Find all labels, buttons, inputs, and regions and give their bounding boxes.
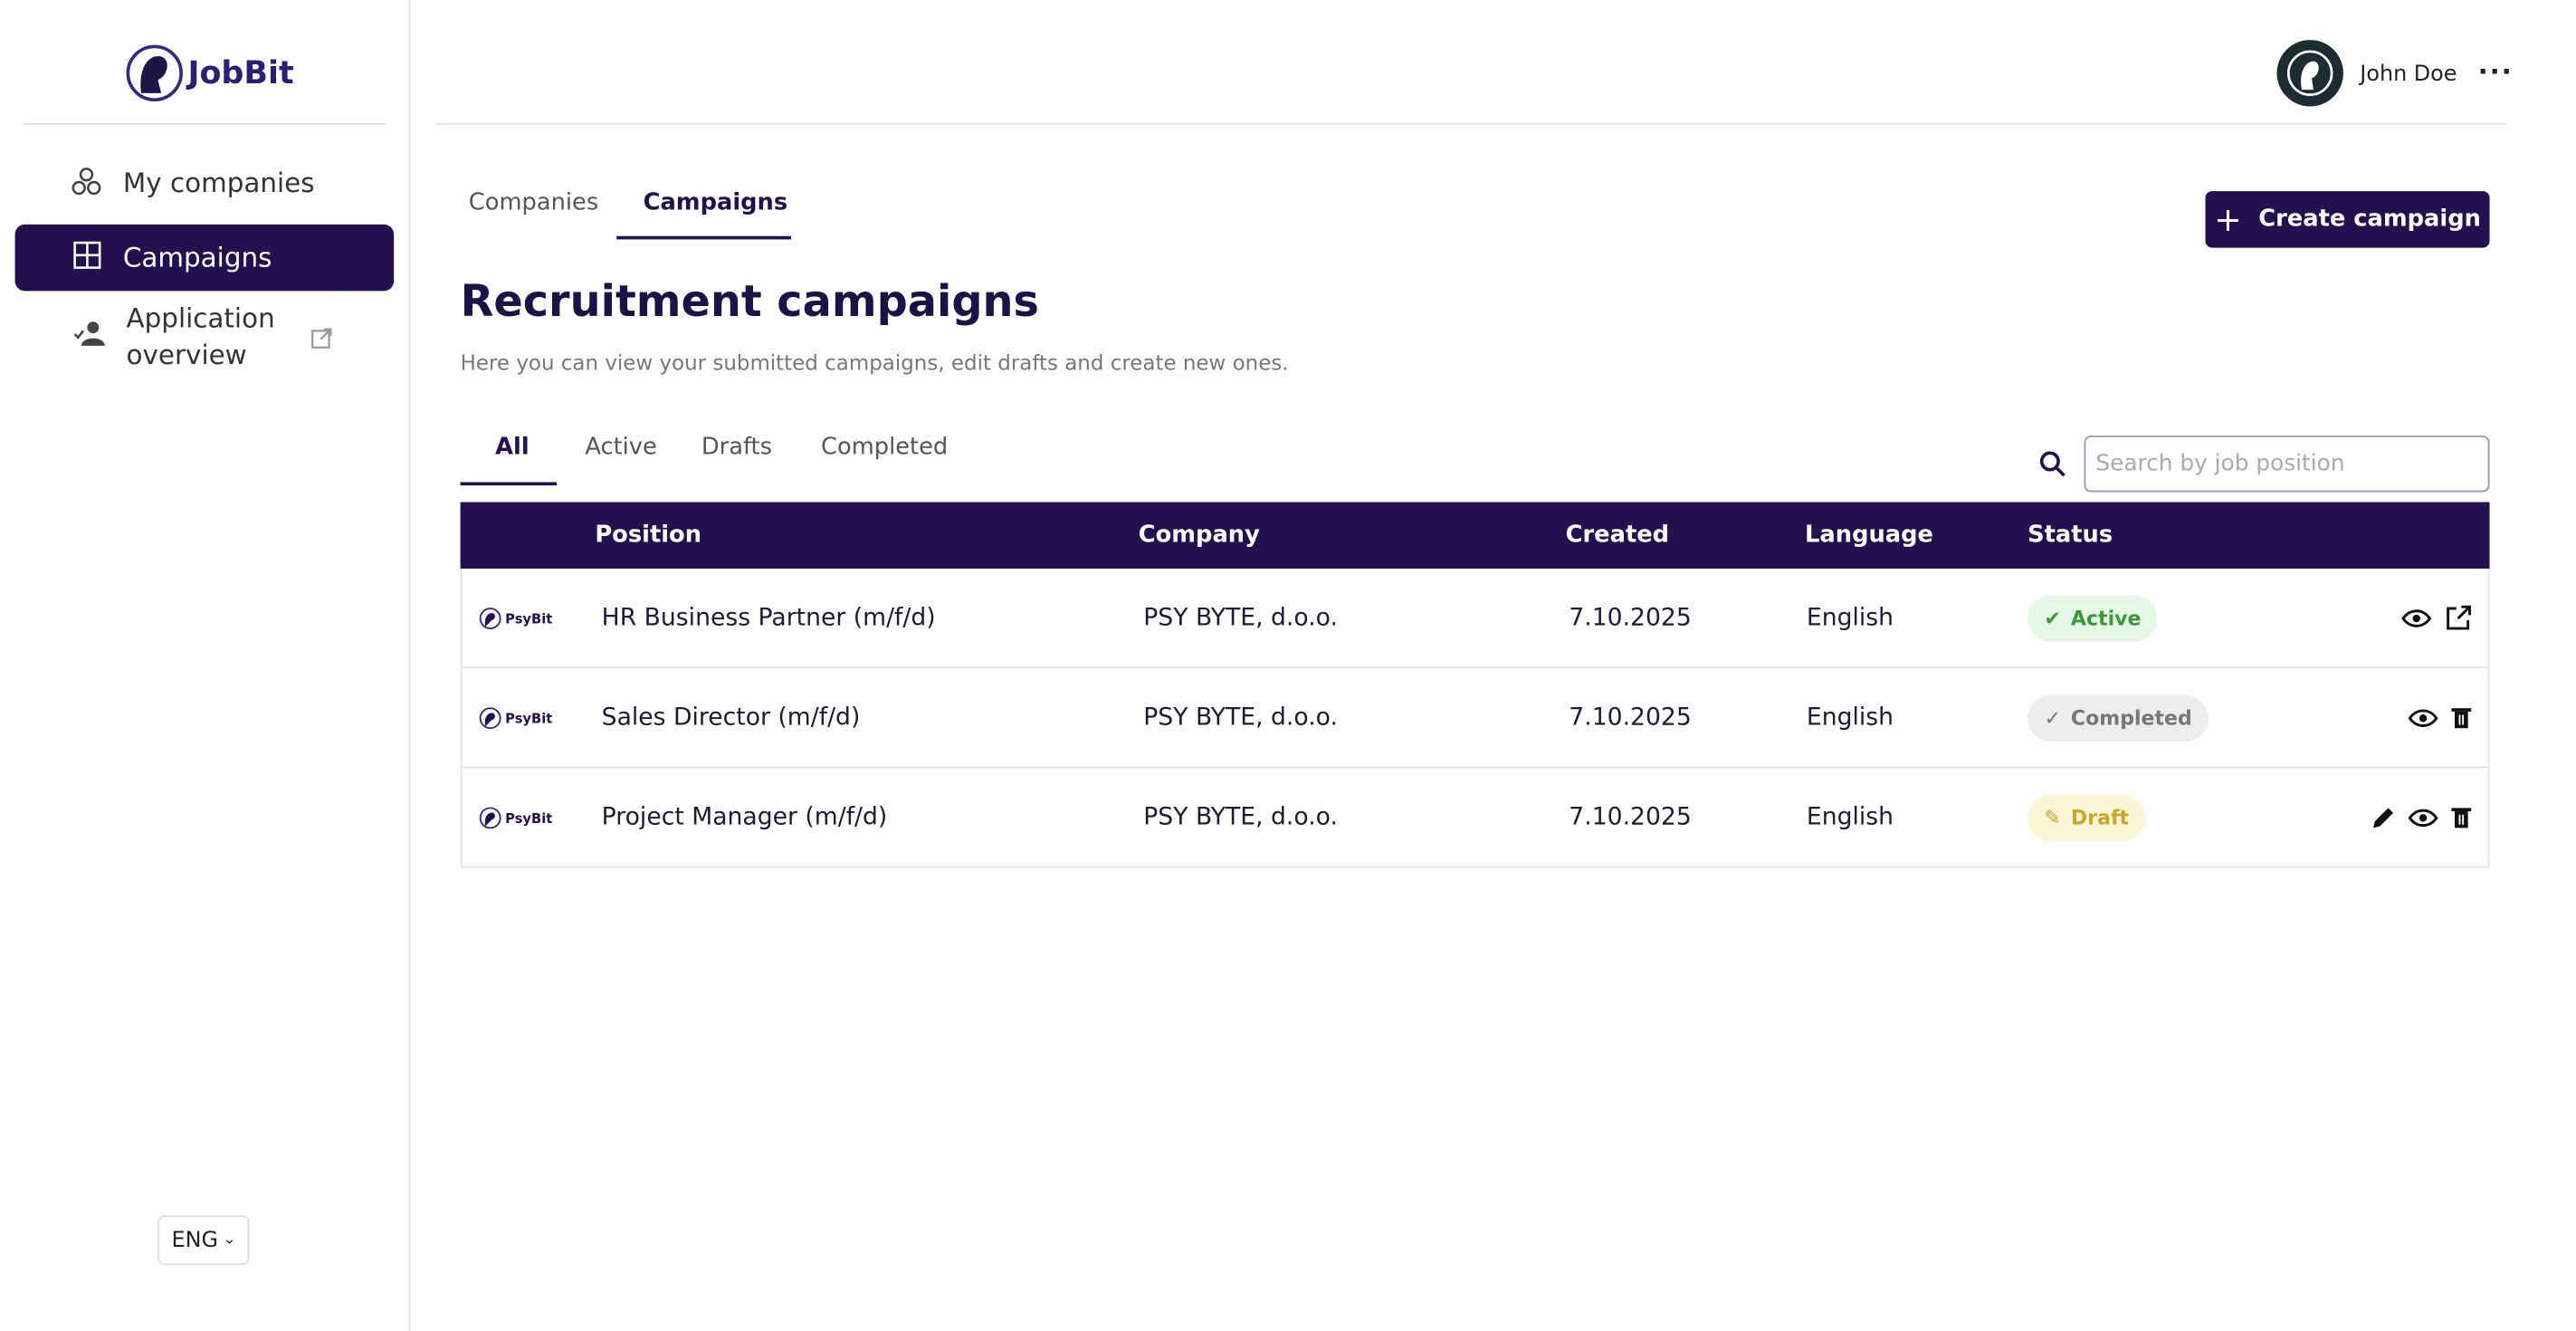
company-logo: PsyBit — [479, 807, 552, 830]
create-label: Create campaign — [2258, 206, 2481, 234]
filter[interactable]: Active — [585, 434, 657, 461]
filter[interactable]: Completed — [821, 434, 949, 461]
filter-active[interactable]: All — [495, 434, 530, 461]
view-icon[interactable] — [2408, 708, 2438, 728]
column-header: Position — [595, 522, 702, 549]
status-icon: ✎ — [2044, 806, 2061, 830]
company: PSY BYTE, d.o.o. — [1143, 804, 1338, 832]
language-label: ENG — [171, 1227, 218, 1253]
logo-text: PsyBit — [505, 810, 553, 826]
nav-item[interactable]: My companies — [122, 167, 315, 199]
column-header: Status — [2027, 522, 2113, 549]
nav-item[interactable]: Campaigns — [122, 242, 272, 274]
status-icon: ✓ — [2044, 706, 2061, 731]
tab[interactable]: Companies — [468, 189, 599, 216]
position: HR Business Partner (m/f/d) — [601, 605, 936, 632]
filter[interactable]: Drafts — [701, 434, 773, 461]
logo-text: PsyBit — [505, 710, 553, 726]
status-icon: ✔ — [2044, 607, 2061, 630]
avatar[interactable] — [2276, 40, 2343, 107]
logo-icon — [126, 44, 183, 102]
language: English — [1806, 804, 1894, 832]
logo-mark — [479, 807, 501, 829]
logo-mark — [479, 707, 501, 730]
edit-icon[interactable] — [2371, 807, 2395, 830]
logo-mark — [479, 608, 501, 629]
sidebar — [0, 0, 411, 1331]
search-input[interactable]: Search by job position — [2084, 436, 2490, 493]
status-label: Draft — [2070, 806, 2130, 830]
status-badge: ✎ Draft — [2027, 794, 2146, 842]
company: PSY BYTE, d.o.o. — [1143, 704, 1338, 732]
row-actions — [2371, 807, 2472, 830]
open-icon[interactable] — [2445, 605, 2471, 631]
plus-icon: + — [2214, 199, 2242, 240]
view-icon[interactable] — [2408, 808, 2438, 828]
page-subtitle: Here you can view your submitted campaig… — [460, 350, 1289, 376]
external-icon — [311, 328, 332, 349]
created: 7.10.2025 — [1569, 804, 1692, 832]
tab-active[interactable]: Campaigns — [643, 189, 788, 216]
status-label: Active — [2070, 607, 2142, 630]
logo-text: JobBit — [187, 54, 294, 91]
table-row[interactable] — [460, 668, 2490, 769]
search-icon — [2039, 451, 2066, 477]
language: English — [1806, 605, 1894, 632]
divider — [23, 122, 386, 125]
delete-icon[interactable] — [2451, 706, 2472, 730]
create-button[interactable]: + Create campaign — [2205, 191, 2490, 248]
row-actions — [2401, 605, 2471, 631]
company-logo: PsyBit — [479, 706, 552, 730]
menu-dots[interactable]: ··· — [2477, 55, 2514, 88]
column-header: Created — [1565, 522, 1670, 549]
companies-icon — [72, 168, 101, 196]
status-label: Completed — [2070, 706, 2192, 731]
page-title: Recruitment campaigns — [460, 277, 1039, 328]
language-select[interactable]: ENG ⌄ — [157, 1215, 250, 1266]
created: 7.10.2025 — [1569, 704, 1692, 732]
nav-active-bg[interactable] — [14, 224, 395, 292]
created: 7.10.2025 — [1569, 605, 1692, 632]
language: English — [1806, 704, 1894, 732]
tab-underline — [616, 235, 791, 240]
position: Sales Director (m/f/d) — [601, 704, 861, 732]
company-logo: PsyBit — [479, 607, 552, 630]
logo-text: PsyBit — [505, 610, 553, 627]
campaigns-icon — [73, 241, 101, 269]
status-badge: ✓ Completed — [2027, 694, 2209, 742]
column-header: Company — [1138, 522, 1260, 549]
delete-icon[interactable] — [2451, 807, 2472, 830]
table-header — [460, 502, 2490, 569]
user-name: John Doe — [2360, 62, 2457, 88]
table-row[interactable] — [460, 568, 2490, 669]
position: Project Manager (m/f/d) — [601, 804, 888, 832]
company: PSY BYTE, d.o.o. — [1143, 605, 1338, 632]
filter-underline — [460, 482, 558, 486]
status-badge: ✔ Active — [2027, 595, 2158, 642]
column-header: Language — [1805, 522, 1933, 549]
header-divider — [435, 122, 2506, 125]
nav-item[interactable]: Application overview — [126, 302, 275, 371]
chevron: ⌄ — [223, 1231, 236, 1249]
view-icon[interactable] — [2401, 608, 2432, 628]
row-actions — [2408, 706, 2472, 730]
search-placeholder: Search by job position — [2095, 450, 2345, 477]
table-row[interactable] — [460, 768, 2490, 868]
people-icon — [73, 321, 105, 346]
